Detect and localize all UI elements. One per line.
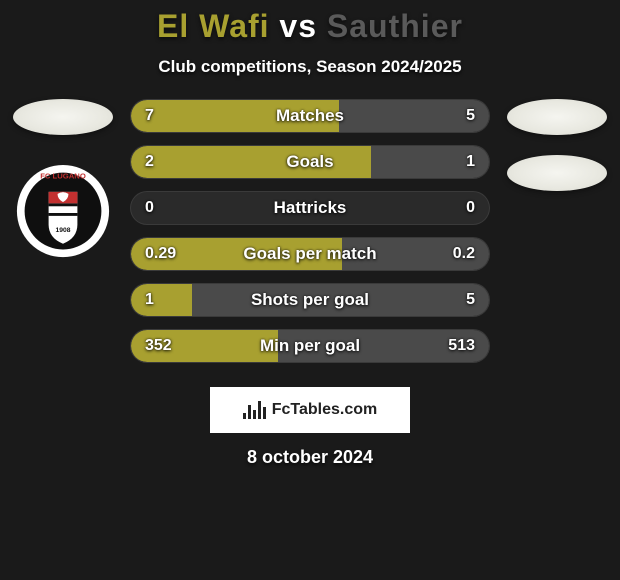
player2-photo-placeholder <box>507 99 607 135</box>
stat-label: Shots per goal <box>131 284 489 316</box>
player1-photo-placeholder <box>13 99 113 135</box>
stat-label: Matches <box>131 100 489 132</box>
stat-row: 1Shots per goal5 <box>130 283 490 317</box>
stat-value-right: 5 <box>466 100 475 132</box>
subtitle: Club competitions, Season 2024/2025 <box>0 57 620 77</box>
stat-value-right: 5 <box>466 284 475 316</box>
stat-value-right: 1 <box>466 146 475 178</box>
stat-label: Hattricks <box>131 192 489 224</box>
stat-row: 2Goals1 <box>130 145 490 179</box>
player1-name: El Wafi <box>157 8 269 44</box>
date-text: 8 october 2024 <box>0 447 620 468</box>
stat-row: 7Matches5 <box>130 99 490 133</box>
stat-row: 0.29Goals per match0.2 <box>130 237 490 271</box>
comparison-infographic: El Wafi vs Sauthier Club competitions, S… <box>0 0 620 468</box>
stat-value-right: 0.2 <box>453 238 475 270</box>
svg-text:1908: 1908 <box>56 227 71 234</box>
badge-text-top: FC LUGANO <box>40 171 86 180</box>
main-area: FC LUGANO 1908 7Matches5 2Goals1 0Hattrick… <box>0 99 620 363</box>
stats-column: 7Matches5 2Goals1 0Hattricks0 0.29Goals per… <box>130 99 490 363</box>
brand-text: FcTables.com <box>272 401 378 419</box>
left-badge-column: FC LUGANO 1908 <box>8 99 118 271</box>
stat-label: Goals <box>131 146 489 178</box>
stat-row: 0Hattricks0 <box>130 191 490 225</box>
page-title: El Wafi vs Sauthier <box>0 8 620 45</box>
vs-text: vs <box>279 8 317 44</box>
brand-bars-icon <box>243 401 266 419</box>
stat-row: 352Min per goal513 <box>130 329 490 363</box>
stat-value-right: 513 <box>448 330 475 362</box>
stat-value-right: 0 <box>466 192 475 224</box>
stat-label: Min per goal <box>131 330 489 362</box>
right-badge-column <box>502 99 612 191</box>
player2-club-placeholder <box>507 155 607 191</box>
brand-footer: FcTables.com <box>210 387 410 433</box>
club-badge-lugano: FC LUGANO 1908 <box>15 155 111 271</box>
player2-name: Sauthier <box>327 8 463 44</box>
stat-label: Goals per match <box>131 238 489 270</box>
